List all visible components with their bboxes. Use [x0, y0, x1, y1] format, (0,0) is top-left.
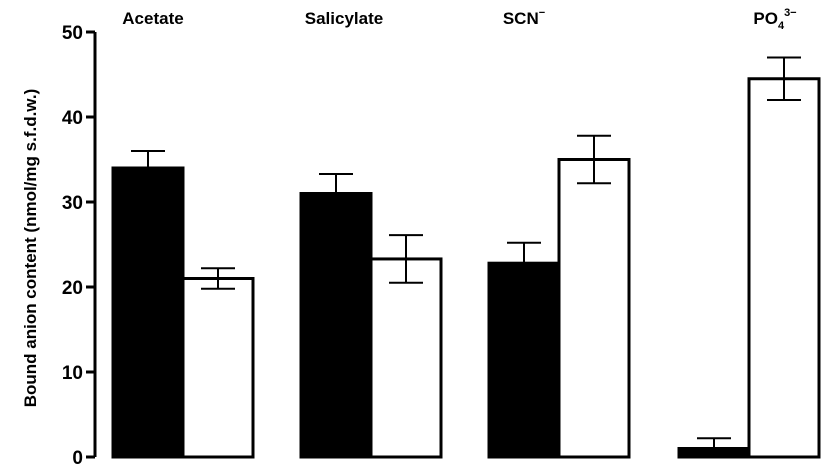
y-tick-label: 50: [62, 23, 83, 44]
open-bar: [747, 77, 821, 459]
filled-bar: [487, 261, 561, 459]
filled-bar: [677, 447, 751, 459]
y-axis-label: Bound anion content (nmol/mg s.f.d.w.): [21, 89, 40, 408]
y-tick-label: 10: [62, 363, 83, 384]
filled-bar: [299, 192, 373, 459]
category-label: PO43−: [753, 7, 796, 32]
y-tick-label: 0: [72, 448, 83, 469]
bars: [111, 77, 821, 459]
open-bar: [181, 277, 255, 459]
y-tick-label: 40: [62, 108, 83, 129]
open-bar: [557, 158, 631, 459]
axes: 0 10 20 30 40 50: [62, 23, 97, 469]
category-label: SCN−: [503, 7, 545, 28]
open-bar: [369, 257, 443, 459]
y-tick-label: 20: [62, 278, 83, 299]
y-tick-label: 30: [62, 193, 83, 214]
filled-bar: [111, 166, 185, 459]
category-label: Salicylate: [305, 9, 383, 28]
error-bars: [131, 56, 801, 449]
category-labels: Acetate Salicylate SCN− PO43−: [122, 7, 796, 32]
category-label: Acetate: [122, 9, 183, 28]
